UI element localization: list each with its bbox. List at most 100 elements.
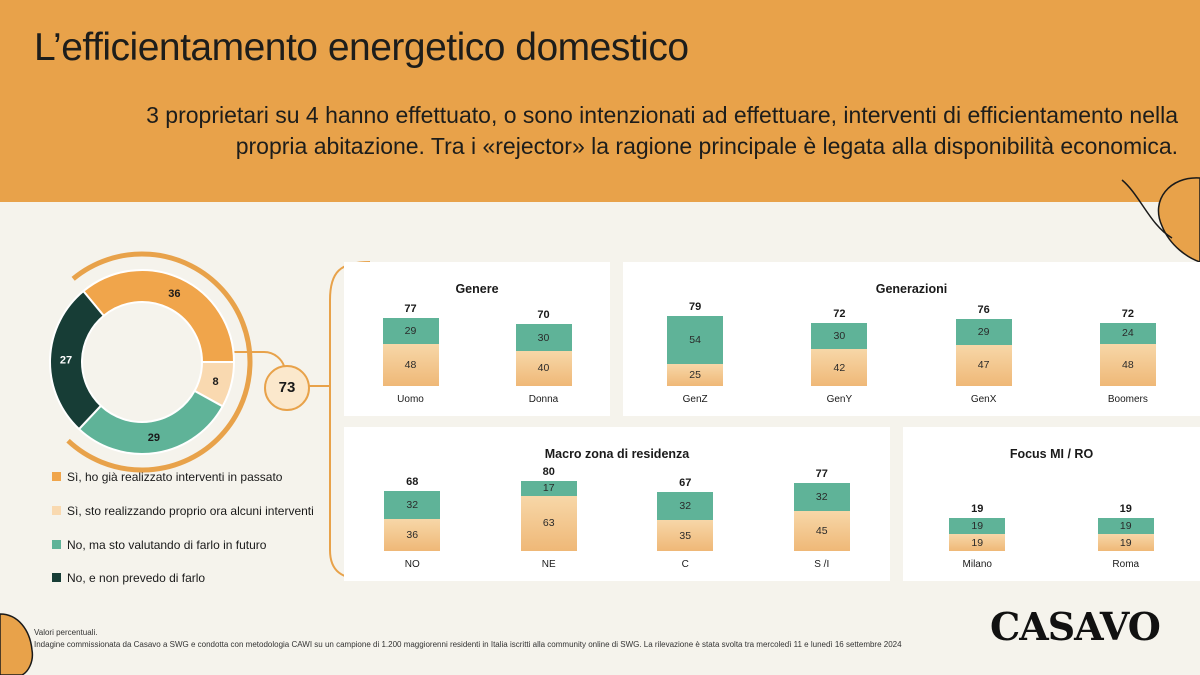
bar-category-label: C [681,559,689,570]
legend-label-current: Sì, sto realizzando proprio ora alcuni i… [67,504,314,518]
subtitle-line-1: 3 proprietari su 4 hanno effettuato, o s… [146,102,1178,128]
bar-segment-positive [384,519,441,551]
panel-title-macro-zona: Macro zona di residenza [544,447,690,461]
bar-value-positive: 48 [1122,358,1134,371]
legend-swatch-current [52,506,61,515]
bar-segment-future [793,483,850,512]
bar-category-label: Donna [528,394,559,405]
legend-swatch-past [52,472,61,481]
decor-leaf-bottom-left [0,613,34,675]
bar-category-label: Milano [962,559,992,570]
bar-value-positive: 19 [1119,536,1132,549]
bar-value-future: 29 [977,325,990,338]
bar-value-positive: 45 [815,525,828,538]
bar-value-positive: 63 [542,517,555,530]
total-positive-circle: 73 [264,365,310,411]
bar-total: 72 [833,307,846,320]
bar-segment-positive [955,344,1012,386]
bar-segment-future [949,517,1006,535]
bar-segment-positive [949,534,1006,551]
bar-total: 77 [404,303,417,316]
donut-slice-3 [49,289,106,431]
panel-title-focus: Focus MI / RO [1009,447,1094,461]
page-title: L’efficientamento energetico domestico [34,26,689,69]
bar-value-positive: 19 [971,536,984,549]
bar-segment-future [955,319,1012,345]
legend-label-never: No, e non prevedo di farlo [67,571,206,585]
donut-slice-2 [77,389,224,455]
bar-total: 77 [815,468,828,481]
bar-category-label: GenZ [682,394,708,405]
legend-swatch-future [52,540,61,549]
bar-value-future: 19 [971,519,984,532]
bar-total: 79 [689,301,702,314]
bar-segment-future [657,492,714,521]
bar-category-label: GenY [826,394,853,405]
bar-value-future: 32 [815,491,828,504]
bar-total: 72 [1121,307,1134,320]
donut-slice-label-1: 8 [213,376,219,388]
bar-category-label: Uomo [397,394,424,405]
page-subtitle: 3 proprietari su 4 hanno effettuato, o s… [58,100,1178,162]
bar-segment-future [811,322,868,350]
bar-value-future: 32 [406,499,419,512]
legend-label-past: Sì, ho già realizzato interventi in pass… [67,470,283,484]
bar-total: 80 [542,465,555,478]
footnote-values: Valori percentuali. [34,628,98,637]
bar-value-future: 30 [833,329,846,342]
bar-segment-future [520,480,577,496]
bar-category-label: GenX [970,394,997,405]
panel-generazioni: Generazioni 25 54 79 GenZ 42 30 72 GenY 47 29 76 Ge… [623,262,1200,416]
bar-value-positive: 40 [537,362,550,375]
bar-total: 70 [537,309,550,322]
bar-total: 76 [977,304,990,317]
casavo-logo: CASAVO [990,604,1161,649]
bar-segment-future [515,324,572,351]
bar-segment-positive [520,495,577,551]
bar-value-positive: 48 [404,358,417,371]
bar-category-label: Roma [1112,559,1140,570]
bar-value-positive: 25 [689,369,701,381]
bar-value-positive: 36 [406,529,419,542]
bar-segment-positive [667,364,724,386]
donut-slice-label-3: 27 [60,355,72,367]
bar-segment-positive [657,520,714,551]
bar-value-future: 29 [404,325,417,337]
bar-value-future: 32 [679,500,692,513]
bar-category-label: NE [541,559,556,570]
panel-macro-zona: Macro zona di residenza 36 32 68 NO 63 17 80 NE… [344,427,890,581]
subtitle-line-2: propria abitazione. Tra i «rejector» la … [235,133,1178,159]
bar-value-future: 54 [689,334,701,347]
bar-total: 68 [406,476,419,489]
bar-segment-positive [515,350,572,386]
bar-value-future: 24 [1122,327,1134,340]
bar-segment-positive [382,343,439,386]
bar-category-label: S /I [814,559,830,570]
header-banner [0,0,1200,202]
bar-category-label: NO [404,559,420,570]
bar-segment-positive [793,511,850,551]
bar-value-future: 19 [1119,519,1132,532]
panel-focus-mi-ro: Focus MI / RO 19 19 19 Milano 19 19 19 Roma [903,427,1200,581]
bar-total: 19 [1119,502,1132,515]
bar-total: 67 [679,477,692,490]
bar-segment-future [667,316,724,364]
donut-chart: 36 8 29 27 [49,251,253,473]
bar-segment-future [384,491,441,520]
legend-swatch-never [52,573,61,582]
bar-value-positive: 47 [977,359,990,372]
donut-slice-label-0: 36 [168,288,180,300]
bar-segment-future [1099,322,1156,344]
bar-category-label: Boomers [1107,394,1148,405]
bar-value-positive: 35 [679,529,692,542]
bar-segment-future [1097,517,1154,535]
legend-label-future: No, ma sto valutando di farlo in futuro [67,538,267,552]
donut-slice-label-2: 29 [148,432,160,444]
bar-segment-positive [811,349,868,386]
bar-segment-positive [1097,534,1154,551]
panel-genere: Genere 48 29 77 Uomo 40 30 70 Donna [344,262,610,416]
bar-segment-positive [1099,343,1156,386]
bar-total: 19 [971,502,984,515]
panel-title-genere: Genere [455,282,499,296]
donut-slice-0 [81,269,236,363]
